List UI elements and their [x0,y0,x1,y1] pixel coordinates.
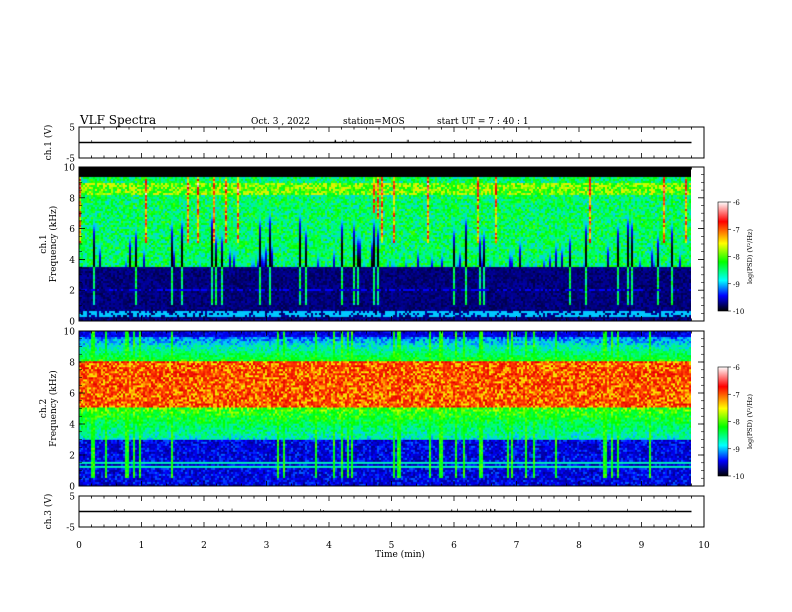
y-tick-label: 10 [64,164,76,174]
station-label: station=MOS [343,117,405,127]
x-tick-label: 3 [264,541,270,551]
y-tick-label: 6 [69,225,75,235]
ch2-colorbar: -6 -7 -8 -9 -10 log(PSD) (V²/Hz) [717,364,754,481]
y-tick-label: 5 [69,493,75,503]
y-tick-label: 10 [64,328,76,338]
y-tick-label: 0 [69,318,75,328]
colorbar-gradient [717,366,729,477]
colorbar-tick-label: -8 [733,419,740,427]
x-tick-label: 8 [576,541,582,551]
y-tick-label: 8 [69,194,75,204]
y-axis-label: Frequency (kHz) [48,206,59,283]
spectrogram-image [79,331,691,486]
y-tick-label: 2 [69,452,75,462]
ch2-spectrogram-panel: 0 2 4 6 8 10 ch.2 Frequency (kHz) [39,328,705,493]
date-label: Oct. 3 , 2022 [251,117,310,127]
colorbar-tick-label: -7 [733,391,740,399]
start-time-label: start UT = 7 : 40 : 1 [437,117,529,127]
y-tick-label: 4 [69,421,75,431]
colorbar-tick-label: -6 [733,199,740,207]
colorbar-label: log(PSD) (V²/Hz) [746,394,754,449]
x-tick-label: 9 [639,541,645,551]
x-tick-label: 0 [76,541,82,551]
y-tick-label: 5 [69,124,75,134]
x-tick-label: 10 [698,541,710,551]
chart-title: VLF Spectra [79,113,156,127]
ch3-voltage-panel: 5 -5 ch.3 (V) [43,493,705,534]
x-tick-label: 7 [514,541,520,551]
spectrogram-image [79,167,691,321]
colorbar-tick-label: -10 [733,473,744,481]
x-tick-label: 1 [139,541,145,551]
y-tick-label: 6 [69,390,75,400]
colorbar-gradient [717,201,729,312]
y-tick-label: 4 [69,256,75,266]
x-axis-label: Time (min) [375,549,425,560]
colorbar-tick-label: -6 [733,364,740,372]
y-tick-label: -5 [66,155,75,165]
y-tick-label: 0 [69,483,75,493]
y-axis-label: Frequency (kHz) [48,370,59,447]
y-tick-label: 2 [69,287,75,297]
y-tick-label: 8 [69,359,75,369]
colorbar-tick-label: -10 [733,308,744,316]
colorbar-tick-label: -9 [733,281,740,289]
colorbar-label: log(PSD) (V²/Hz) [746,229,754,284]
y-tick-label: -5 [66,524,75,534]
x-tick-label: 2 [201,541,207,551]
colorbar-tick-label: -7 [733,226,740,234]
y-axis-label: ch.2 [39,399,49,418]
y-axis-label: ch.3 (V) [43,494,54,530]
x-axis: 0 1 2 3 4 5 6 7 8 9 10 [76,541,710,551]
x-tick-label: 4 [326,541,332,551]
colorbar-tick-label: -8 [733,254,740,262]
colorbar-tick-label: -9 [733,446,740,454]
y-axis-label: ch.1 [39,234,49,253]
ch1-spectrogram-panel: 0 2 4 6 8 10 ch.1 Frequency (kHz) [39,164,705,328]
x-tick-label: 6 [451,541,457,551]
ch1-colorbar: -6 -7 -8 -9 -10 log(PSD) (V²/Hz) [717,199,754,316]
x-tick-label: 5 [389,541,395,551]
y-axis-label: ch.1 (V) [43,125,54,161]
ch1-voltage-panel: 5 -5 ch.1 (V) [43,124,705,165]
